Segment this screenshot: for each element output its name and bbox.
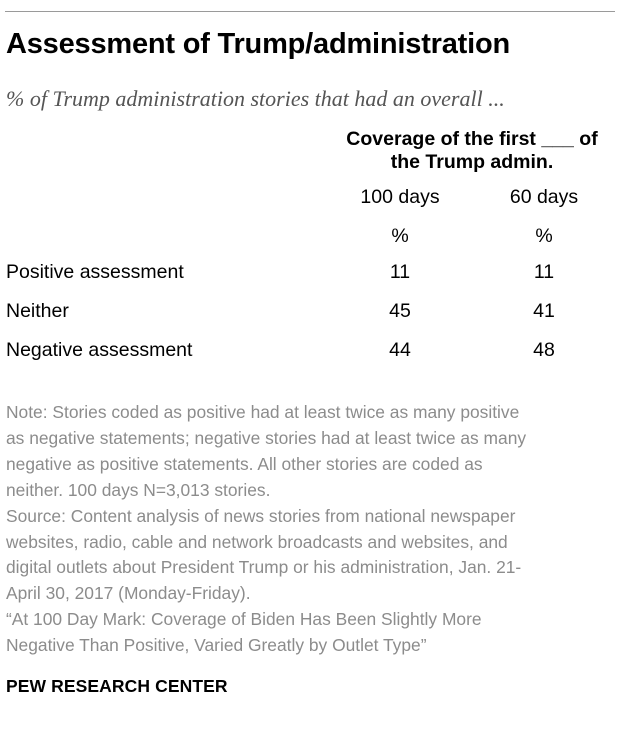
cell-negative-60-days: 48 [533, 339, 555, 361]
unit-label-60-days: % [535, 225, 553, 247]
column-group-header: Coverage of the first ___ of the Trump a… [328, 128, 616, 174]
cell-positive-100-days: 11 [389, 261, 411, 283]
chart-subtitle: % of Trump administration stories that h… [6, 86, 505, 111]
row-label-negative: Negative assessment [6, 339, 193, 361]
note-line: negative as positive statements. All oth… [6, 453, 483, 474]
note-line: as negative statements; negative stories… [6, 427, 527, 448]
report-title-line: “At 100 Day Mark: Coverage of Biden Has … [6, 609, 482, 630]
report-title-line: Negative Than Positive, Varied Greatly b… [6, 635, 427, 656]
notes-block: Note: Stories coded as positive had at l… [6, 400, 612, 659]
cell-neither-60-days: 41 [533, 300, 555, 322]
row-label-positive: Positive assessment [6, 261, 184, 283]
note-line: Note: Stories coded as positive had at l… [6, 402, 520, 422]
cell-negative-100-days: 44 [389, 339, 411, 361]
note-line: neither. 100 days N=3,013 stories. [6, 479, 271, 500]
top-divider [5, 11, 615, 12]
column-group-header-line-1: Coverage of the first ___ of [346, 128, 598, 150]
source-line: April 30, 2017 (Monday-Friday). [6, 583, 251, 604]
cell-positive-60-days: 11 [533, 261, 555, 283]
column-group-header-line-2: the Trump admin. [390, 151, 554, 173]
source-line: websites, radio, cable and network broad… [6, 531, 508, 552]
unit-label-100-days: % [391, 225, 409, 247]
column-header-60-days: 60 days [509, 186, 579, 208]
pew-research-logo: PEW RESEARCH CENTER [6, 676, 228, 696]
column-header-100-days: 100 days [360, 186, 440, 208]
cell-neither-100-days: 45 [389, 300, 411, 322]
source-line: digital outlets about President Trump or… [6, 557, 522, 578]
chart-title: Assessment of Trump/administration [6, 28, 511, 60]
row-label-neither: Neither [6, 300, 69, 322]
source-line: Source: Content analysis of news stories… [6, 505, 516, 526]
